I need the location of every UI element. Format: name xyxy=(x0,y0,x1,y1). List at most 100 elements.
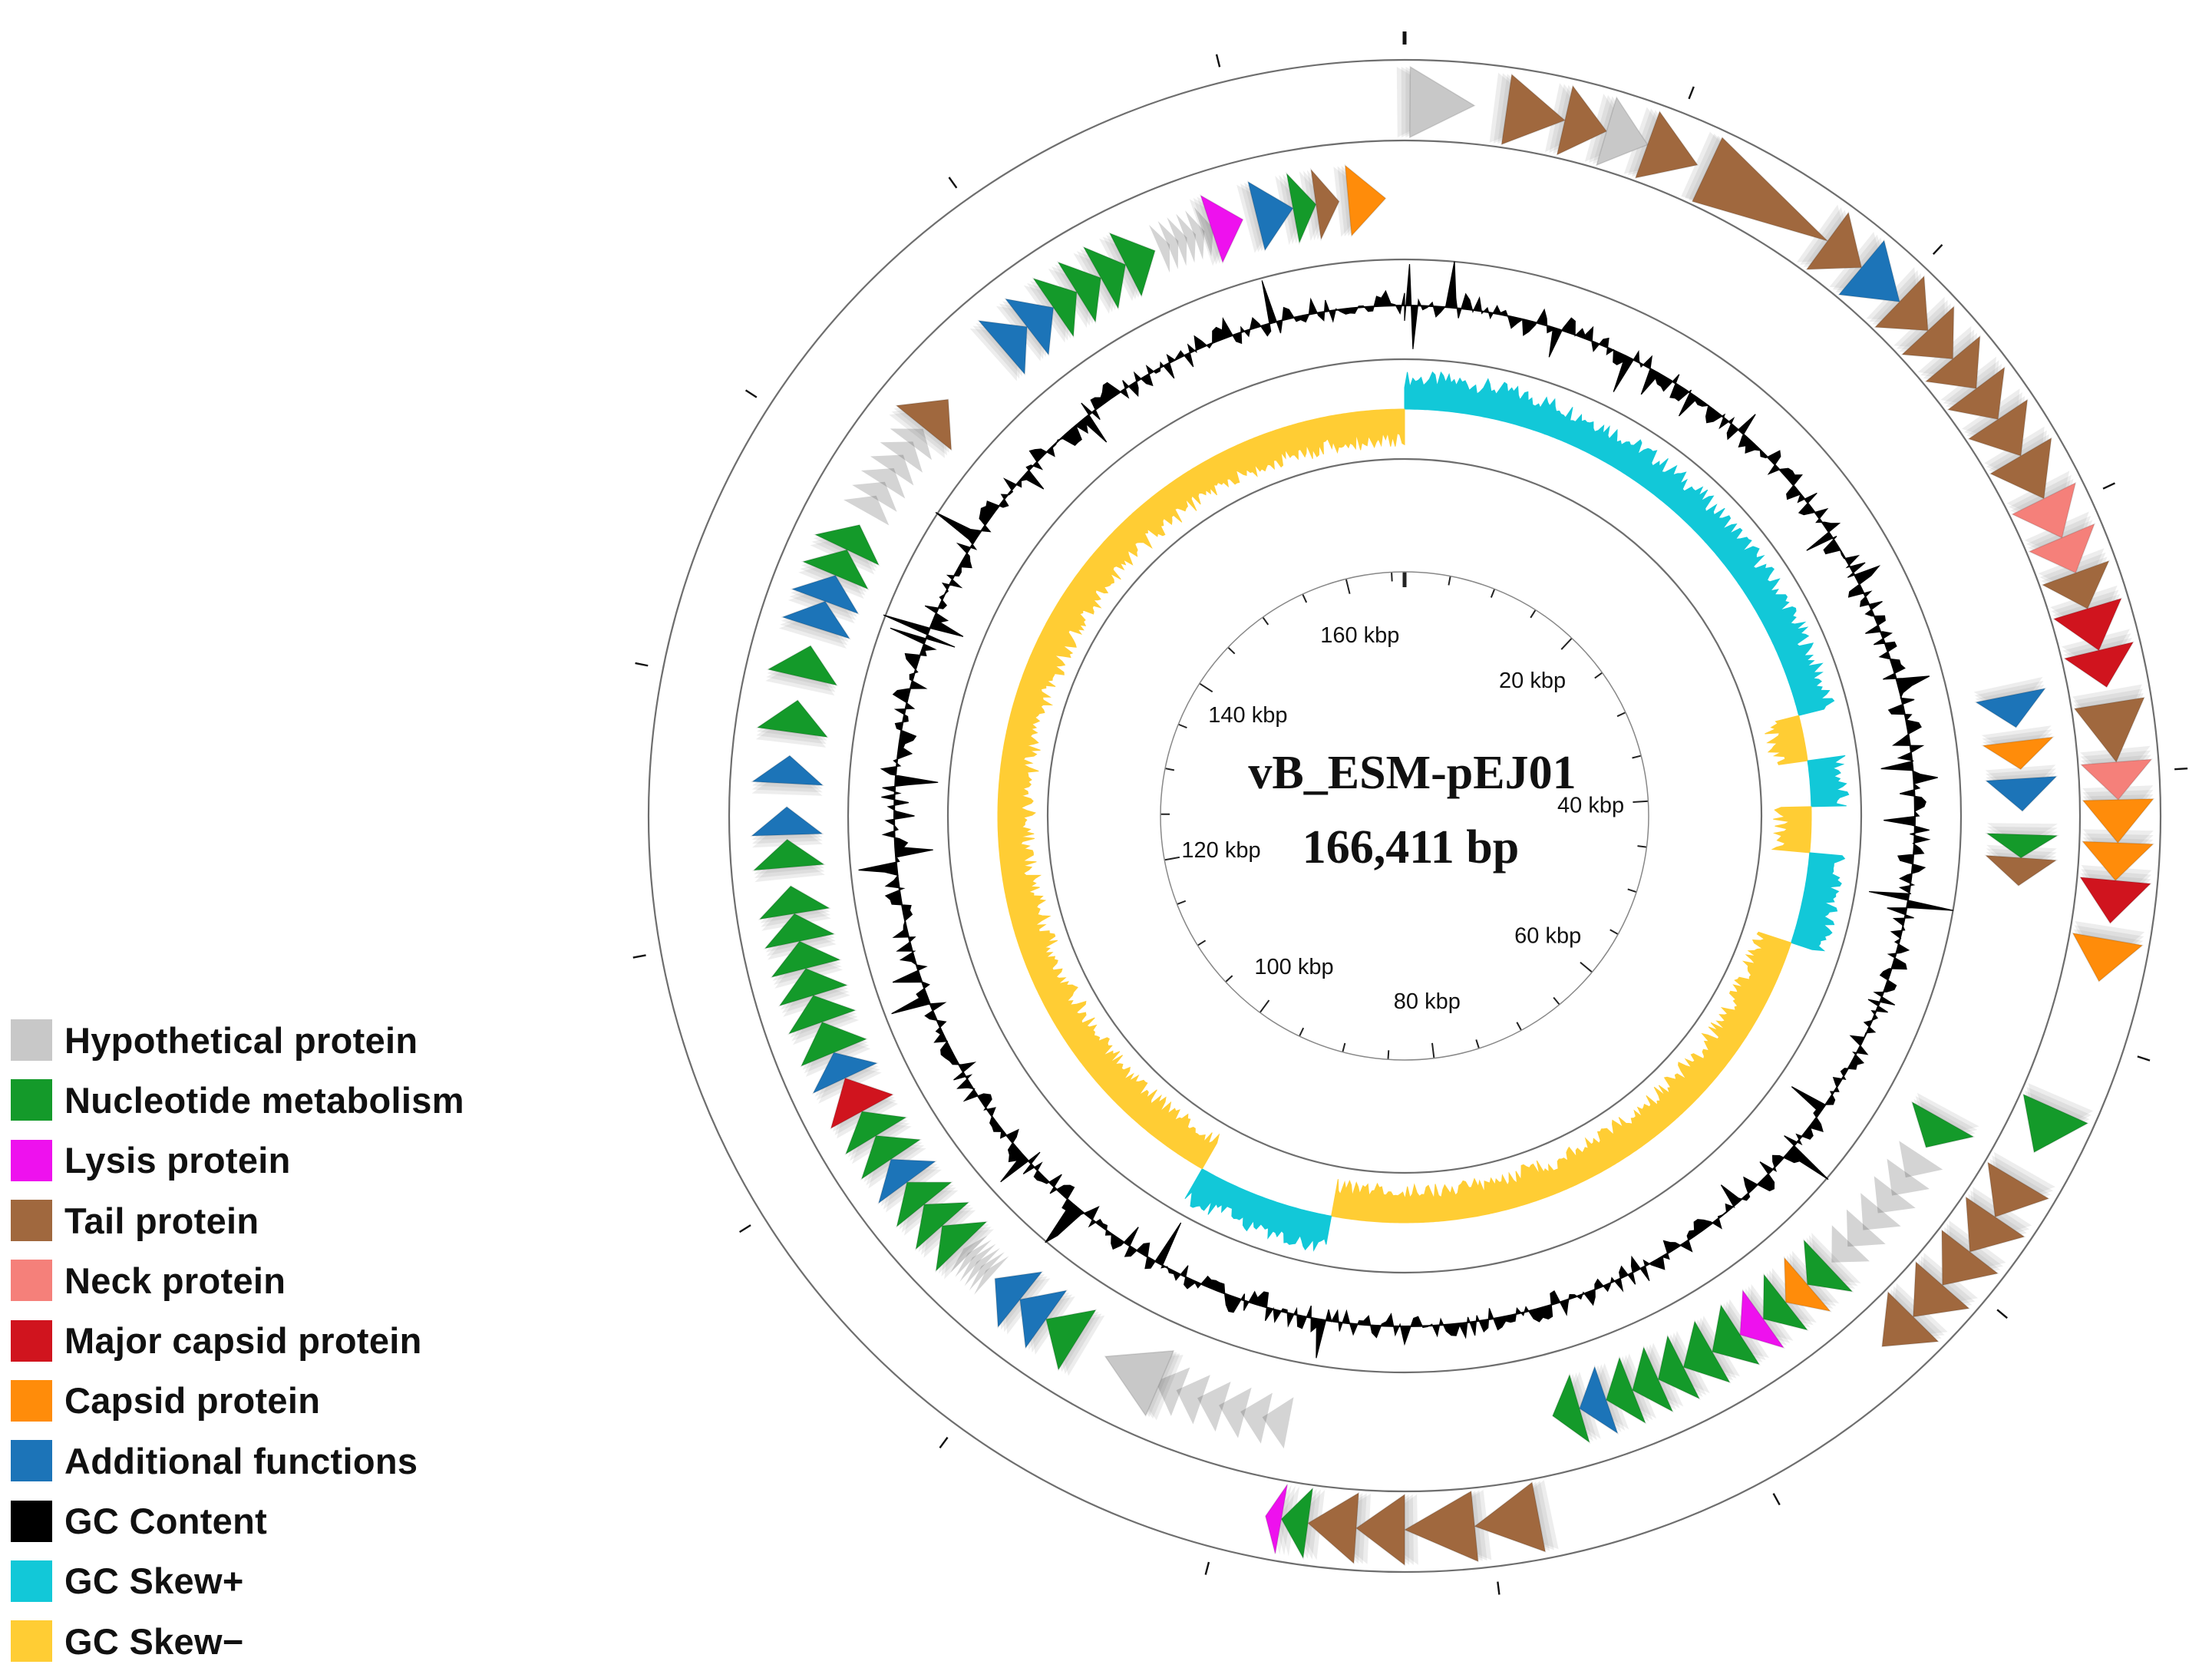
ruler-tick xyxy=(1226,976,1233,982)
track-ring xyxy=(948,359,1861,1273)
ruler-tick xyxy=(1561,638,1572,649)
scale-tick xyxy=(1774,1494,1780,1505)
scale-tick xyxy=(740,1225,751,1232)
ruler-tick xyxy=(1299,1028,1303,1036)
ruler-tick xyxy=(1346,579,1350,593)
legend-label: Major capsid protein xyxy=(64,1319,422,1362)
legend-item: Nucleotide metabolism xyxy=(11,1070,464,1130)
gene-arrow xyxy=(1410,67,1474,137)
gc-skew-track xyxy=(998,372,1849,1250)
ruler-tick xyxy=(1610,930,1618,934)
outer-scale-ticks xyxy=(633,31,2187,1595)
legend-swatch xyxy=(11,1140,52,1181)
legend-swatch xyxy=(11,1440,52,1481)
legend-item: Additional functions xyxy=(11,1431,464,1491)
ruler-tick xyxy=(1633,801,1648,802)
legend-swatch xyxy=(11,1200,52,1241)
legend-item: Lysis protein xyxy=(11,1131,464,1191)
ruler-tick xyxy=(1637,846,1646,847)
ruler-label: 100 kbp xyxy=(1254,955,1333,979)
scale-tick xyxy=(949,177,956,188)
legend-swatch xyxy=(11,1019,52,1061)
ruler-tick xyxy=(1260,1000,1269,1012)
legend-item: Hypothetical protein xyxy=(11,1010,464,1070)
ruler-tick xyxy=(1165,768,1174,770)
ruler-tick xyxy=(1164,857,1180,860)
gc-skew-segment xyxy=(1808,755,1849,807)
track-ring xyxy=(729,140,2080,1491)
legend-item: Neck protein xyxy=(11,1250,464,1310)
scale-tick xyxy=(746,390,757,397)
ruler-tick xyxy=(1580,963,1592,973)
legend-swatch xyxy=(11,1501,52,1542)
legend-label: Hypothetical protein xyxy=(64,1019,418,1062)
legend-swatch xyxy=(11,1320,52,1362)
legend-swatch xyxy=(11,1079,52,1121)
ruler-tick xyxy=(1432,1043,1434,1058)
scale-tick xyxy=(1206,1562,1209,1574)
ruler-tick xyxy=(1491,589,1494,597)
legend-label: Capsid protein xyxy=(64,1379,320,1422)
ruler-label: 20 kbp xyxy=(1499,669,1566,693)
ruler-label: 140 kbp xyxy=(1208,703,1287,728)
ruler-tick xyxy=(1178,725,1187,728)
legend-swatch xyxy=(11,1260,52,1301)
ruler-tick xyxy=(1633,756,1642,758)
ruler-tick xyxy=(1197,940,1205,945)
track-ring xyxy=(1048,459,1761,1173)
legend-swatch xyxy=(11,1380,52,1422)
gene-arrow xyxy=(2080,877,2151,923)
gc-skew-segment xyxy=(1765,715,1808,764)
scale-tick xyxy=(2174,768,2187,769)
scale-tick xyxy=(940,1438,948,1448)
legend-label: GC Content xyxy=(64,1500,267,1542)
legend-label: Lysis protein xyxy=(64,1139,291,1181)
legend-label: Tail protein xyxy=(64,1200,259,1242)
ruler-tick xyxy=(1200,683,1213,692)
gene-arrow xyxy=(979,321,1027,375)
ruler-tick xyxy=(1617,712,1626,716)
ruler-tick xyxy=(1263,617,1268,625)
scale-tick xyxy=(2103,483,2115,488)
legend-item: Capsid protein xyxy=(11,1371,464,1431)
ruler-tick xyxy=(1628,889,1636,892)
legend-item: Tail protein xyxy=(11,1191,464,1250)
ruler-tick xyxy=(1530,610,1535,618)
ruler-tick xyxy=(1553,998,1560,1005)
ruler-tick xyxy=(1177,901,1186,904)
scale-tick xyxy=(636,663,649,665)
legend-swatch xyxy=(11,1620,52,1662)
legend-label: GC Skew− xyxy=(64,1620,244,1663)
ruler-tick xyxy=(1476,1039,1479,1048)
gc-skew-segment xyxy=(1185,1169,1332,1250)
ruler-tick xyxy=(1228,647,1235,653)
legend-label: GC Skew+ xyxy=(64,1560,244,1602)
gene-arrow xyxy=(1345,166,1386,236)
ruler-tick xyxy=(1595,672,1603,678)
ruler-label: 160 kbp xyxy=(1320,623,1399,648)
gene-arrow xyxy=(1986,856,2056,886)
legend: Hypothetical protein Nucleotide metabolis… xyxy=(11,1010,464,1671)
ruler-label: 80 kbp xyxy=(1394,989,1461,1014)
legend-item: GC Content xyxy=(11,1491,464,1550)
genome-length: 166,411 bp xyxy=(1302,821,1520,873)
legend-label: Neck protein xyxy=(64,1260,286,1302)
gene-arrow xyxy=(752,755,823,785)
ruler-tick xyxy=(1342,1043,1345,1052)
scale-tick xyxy=(2138,1056,2150,1060)
scale-tick xyxy=(1933,245,1943,254)
scale-tick xyxy=(1497,1582,1499,1595)
legend-swatch xyxy=(11,1560,52,1602)
scale-tick xyxy=(1217,54,1220,68)
legend-item: GC Skew− xyxy=(11,1611,464,1671)
legend-label: Nucleotide metabolism xyxy=(64,1079,464,1121)
scale-tick xyxy=(1689,87,1694,99)
gc-skew-segment xyxy=(1405,372,1834,716)
genome-name: vB_ESM-pEJ01 xyxy=(1248,747,1576,799)
gene-arrow xyxy=(1986,777,2057,811)
scale-tick xyxy=(633,955,646,957)
ruler-tick xyxy=(1448,576,1450,586)
gc-skew-segment xyxy=(1791,853,1845,951)
gc-skew-segment xyxy=(1332,932,1791,1223)
